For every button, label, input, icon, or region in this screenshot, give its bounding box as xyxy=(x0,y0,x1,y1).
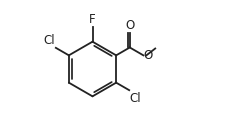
Text: O: O xyxy=(125,19,134,32)
Text: Cl: Cl xyxy=(43,34,55,47)
Text: O: O xyxy=(143,49,152,62)
Text: Cl: Cl xyxy=(129,91,141,105)
Text: F: F xyxy=(89,13,95,26)
